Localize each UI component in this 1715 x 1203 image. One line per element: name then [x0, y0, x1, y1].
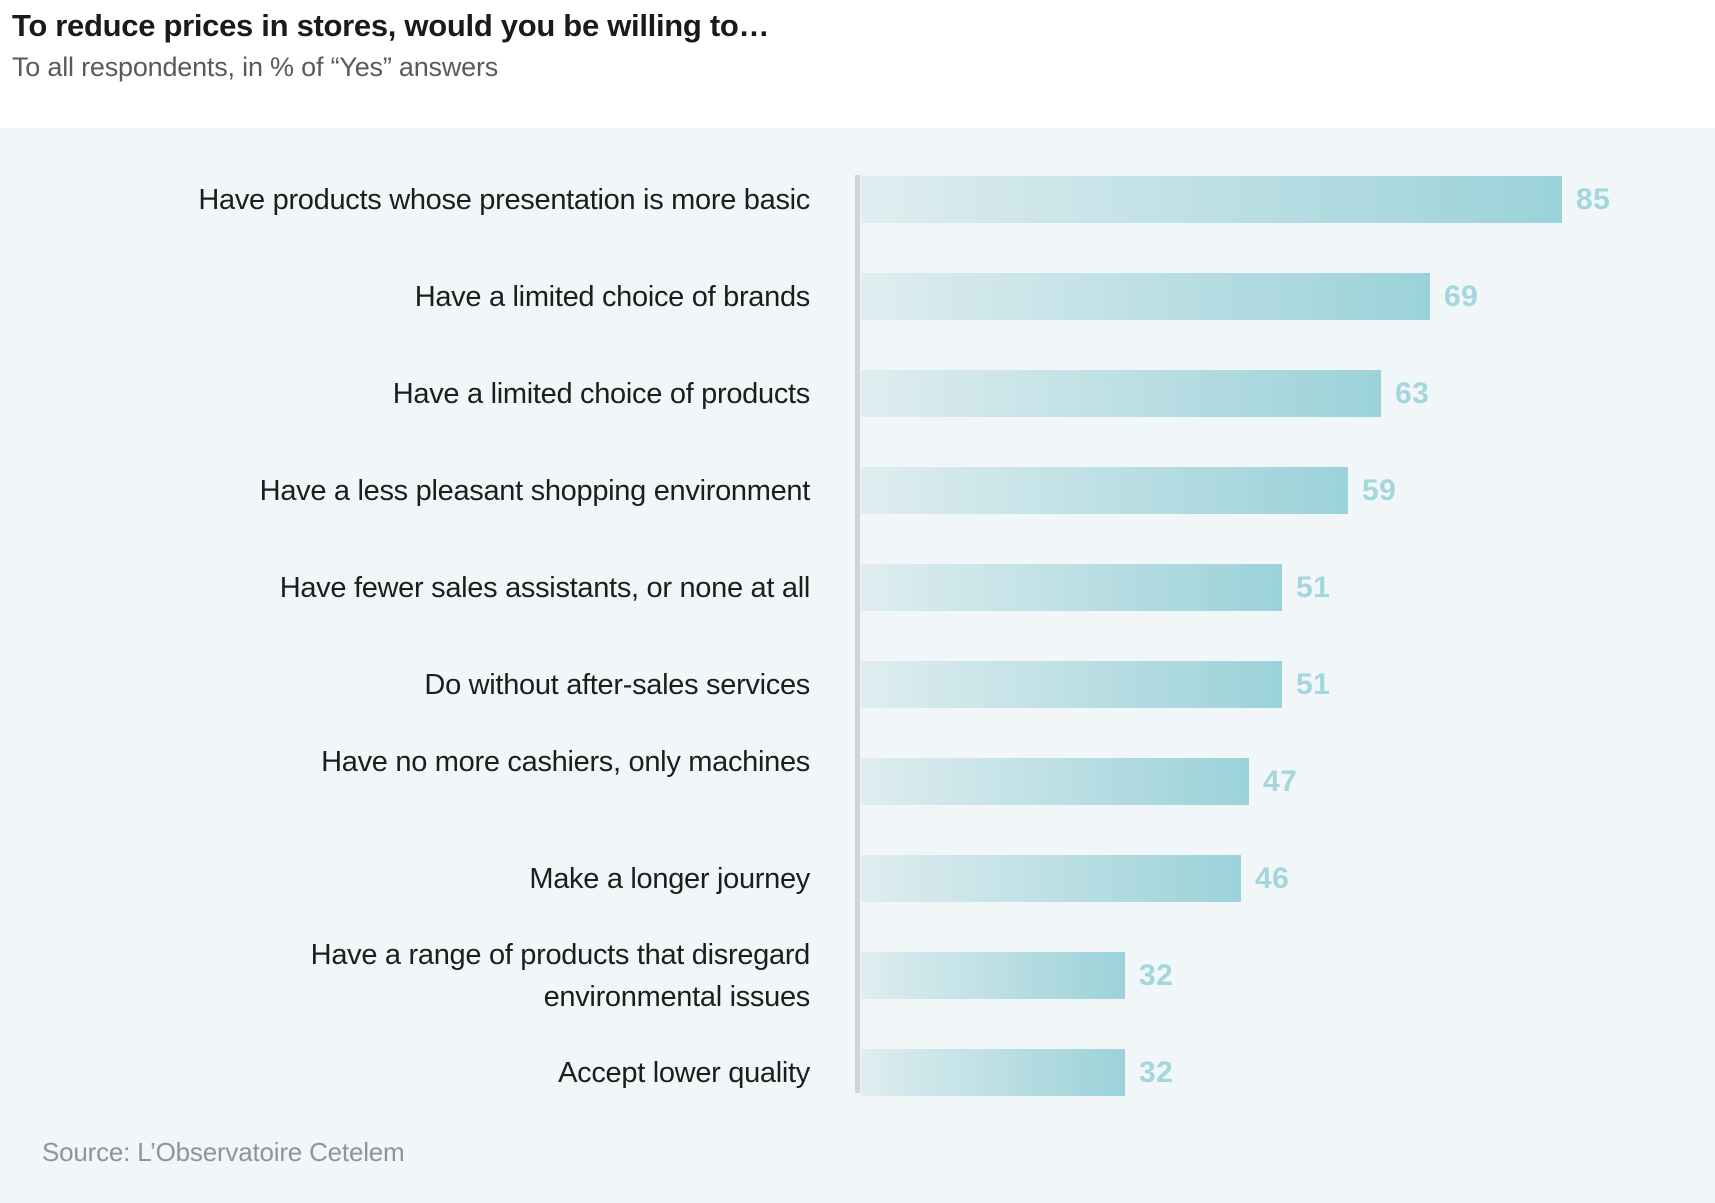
bar	[861, 273, 1430, 320]
value-label: 32	[1139, 958, 1174, 992]
bar	[861, 467, 1348, 514]
bar	[861, 176, 1562, 223]
bar-label: Have no more cashiers, only machines	[321, 745, 810, 778]
chart-title: To reduce prices in stores, would you be…	[12, 8, 770, 43]
bar-label: Have a less pleasant shopping environmen…	[259, 474, 811, 507]
source-text: Source: L’Observatoire Cetelem	[42, 1137, 405, 1167]
bar	[861, 855, 1241, 902]
value-label: 51	[1296, 570, 1331, 604]
bar	[861, 370, 1381, 417]
bar-label: Make a longer journey	[529, 862, 810, 895]
value-label: 47	[1263, 764, 1298, 798]
value-label: 59	[1362, 473, 1397, 507]
bar-label: Have products whose presentation is more…	[198, 183, 810, 216]
bar-label: Accept lower quality	[558, 1056, 810, 1089]
value-label: 69	[1444, 279, 1479, 313]
value-label: 85	[1576, 182, 1611, 216]
y-axis-line	[855, 175, 860, 1093]
bar-label: Have a range of products that disregard …	[310, 938, 811, 1013]
value-label: 32	[1139, 1055, 1174, 1089]
bar-label: Do without after-sales services	[424, 668, 810, 701]
bar-label: Have fewer sales assistants, or none at …	[279, 571, 811, 604]
bar	[861, 1049, 1125, 1096]
value-label: 51	[1296, 667, 1331, 701]
chart-subtitle: To all respondents, in % of “Yes” answer…	[12, 52, 499, 82]
bar	[861, 564, 1282, 611]
value-label: 63	[1395, 376, 1430, 410]
bar	[861, 952, 1125, 999]
bar-label: Have a limited choice of brands	[414, 280, 811, 313]
bar	[861, 758, 1249, 805]
bar-label: Have a limited choice of products	[392, 377, 811, 410]
value-label: 46	[1255, 861, 1290, 895]
bar	[861, 661, 1282, 708]
